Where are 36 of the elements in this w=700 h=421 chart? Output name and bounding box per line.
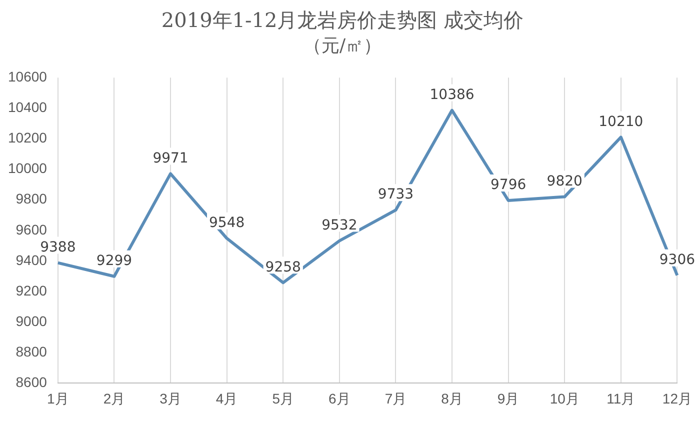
x-tick-label: 12月 xyxy=(662,390,692,406)
y-tick-label: 8600 xyxy=(16,374,48,390)
data-label: 9733 xyxy=(378,186,414,203)
y-tick-label: 9200 xyxy=(16,282,48,298)
x-tick-label: 7月 xyxy=(384,390,407,406)
x-tick-label: 11月 xyxy=(606,390,636,406)
y-tick-label: 9000 xyxy=(16,312,48,329)
data-label: 9820 xyxy=(546,173,582,190)
y-tick-label: 9600 xyxy=(16,221,48,238)
x-tick-label: 8月 xyxy=(441,390,463,406)
data-label: 9388 xyxy=(40,239,76,256)
data-label: 9532 xyxy=(322,217,358,234)
data-label: 9299 xyxy=(96,253,132,270)
x-tick-label: 6月 xyxy=(328,390,350,406)
y-tick-label: 10400 xyxy=(8,99,48,116)
x-tick-label: 2月 xyxy=(103,390,126,406)
x-tick-label: 5月 xyxy=(272,390,294,406)
data-label: 10210 xyxy=(598,114,644,130)
y-tick-label: 10000 xyxy=(8,160,48,176)
data-label: 9258 xyxy=(265,259,301,276)
x-tick-label: 4月 xyxy=(216,390,238,406)
x-tick-label: 1月 xyxy=(47,390,69,406)
y-tick-label: 8800 xyxy=(16,344,48,360)
x-tick-label: 10月 xyxy=(550,390,580,406)
data-label: 9306 xyxy=(659,252,696,268)
y-tick-label: 9800 xyxy=(16,190,48,207)
data-label: 10386 xyxy=(430,86,474,103)
data-label: 9548 xyxy=(209,214,245,231)
data-label: 9971 xyxy=(152,150,188,166)
y-tick-label: 10200 xyxy=(8,130,48,146)
y-tick-label: 10600 xyxy=(8,68,48,84)
data-label: 9796 xyxy=(490,177,526,194)
chart-title: 2019年1-12月龙岩房价走势图 成交均价 xyxy=(161,8,524,32)
x-tick-label: 9月 xyxy=(497,390,520,406)
x-tick-label: 3月 xyxy=(160,390,182,406)
chart-subtitle: （元/㎡） xyxy=(303,35,382,56)
